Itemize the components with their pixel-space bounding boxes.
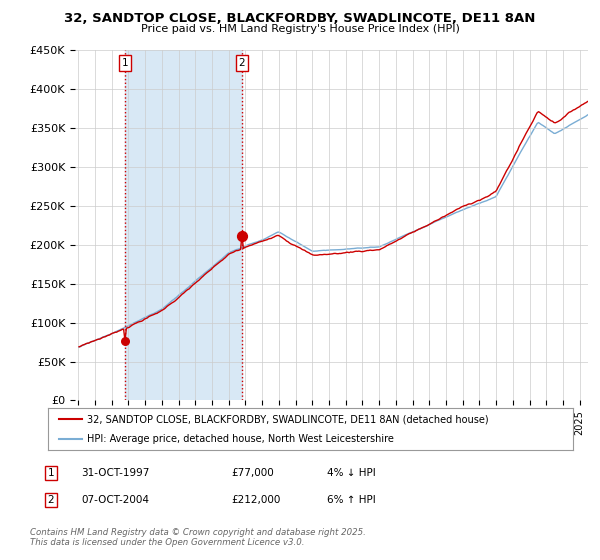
Text: 32, SANDTOP CLOSE, BLACKFORDBY, SWADLINCOTE, DE11 8AN: 32, SANDTOP CLOSE, BLACKFORDBY, SWADLINC… xyxy=(64,12,536,25)
Text: Price paid vs. HM Land Registry's House Price Index (HPI): Price paid vs. HM Land Registry's House … xyxy=(140,24,460,34)
Text: Contains HM Land Registry data © Crown copyright and database right 2025.
This d: Contains HM Land Registry data © Crown c… xyxy=(30,528,366,548)
Point xyxy=(120,336,130,345)
Point xyxy=(237,231,247,240)
Text: 2: 2 xyxy=(47,495,55,505)
Text: 2: 2 xyxy=(239,58,245,68)
Text: 32, SANDTOP CLOSE, BLACKFORDBY, SWADLINCOTE, DE11 8AN (detached house): 32, SANDTOP CLOSE, BLACKFORDBY, SWADLINC… xyxy=(88,414,489,424)
Text: 6% ↑ HPI: 6% ↑ HPI xyxy=(327,495,376,505)
Bar xyxy=(125,50,242,400)
Text: 07-OCT-2004: 07-OCT-2004 xyxy=(81,495,149,505)
Text: £212,000: £212,000 xyxy=(231,495,280,505)
Text: HPI: Average price, detached house, North West Leicestershire: HPI: Average price, detached house, Nort… xyxy=(88,434,394,444)
Text: 31-OCT-1997: 31-OCT-1997 xyxy=(81,468,149,478)
Text: £77,000: £77,000 xyxy=(231,468,274,478)
Text: 4% ↓ HPI: 4% ↓ HPI xyxy=(327,468,376,478)
Text: 1: 1 xyxy=(47,468,55,478)
Text: 1: 1 xyxy=(122,58,128,68)
